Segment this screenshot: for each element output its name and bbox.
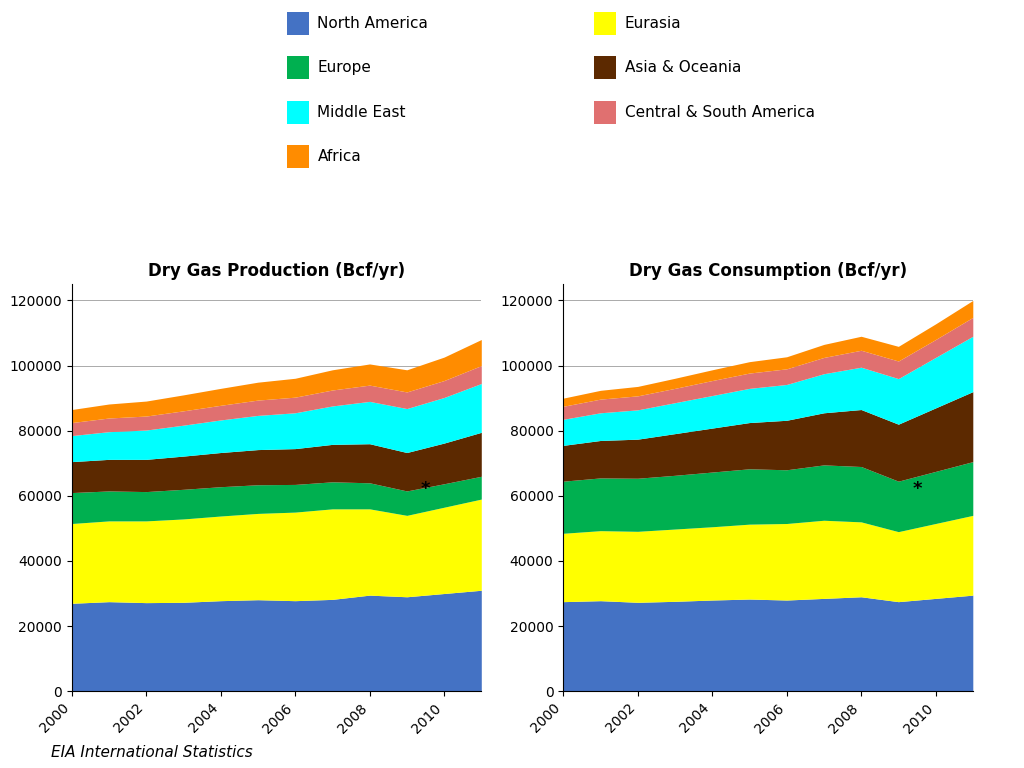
Title: Dry Gas Production (Bcf/yr): Dry Gas Production (Bcf/yr) xyxy=(147,262,406,280)
Text: EIA International Statistics: EIA International Statistics xyxy=(51,745,253,760)
Text: Asia & Oceania: Asia & Oceania xyxy=(625,60,741,75)
Text: Eurasia: Eurasia xyxy=(625,15,681,31)
Text: Africa: Africa xyxy=(317,149,361,164)
Text: *: * xyxy=(912,480,922,498)
Title: Dry Gas Consumption (Bcf/yr): Dry Gas Consumption (Bcf/yr) xyxy=(629,262,907,280)
Text: Europe: Europe xyxy=(317,60,372,75)
Text: Middle East: Middle East xyxy=(317,104,406,120)
Text: Central & South America: Central & South America xyxy=(625,104,815,120)
Text: North America: North America xyxy=(317,15,428,31)
Text: *: * xyxy=(421,480,430,498)
